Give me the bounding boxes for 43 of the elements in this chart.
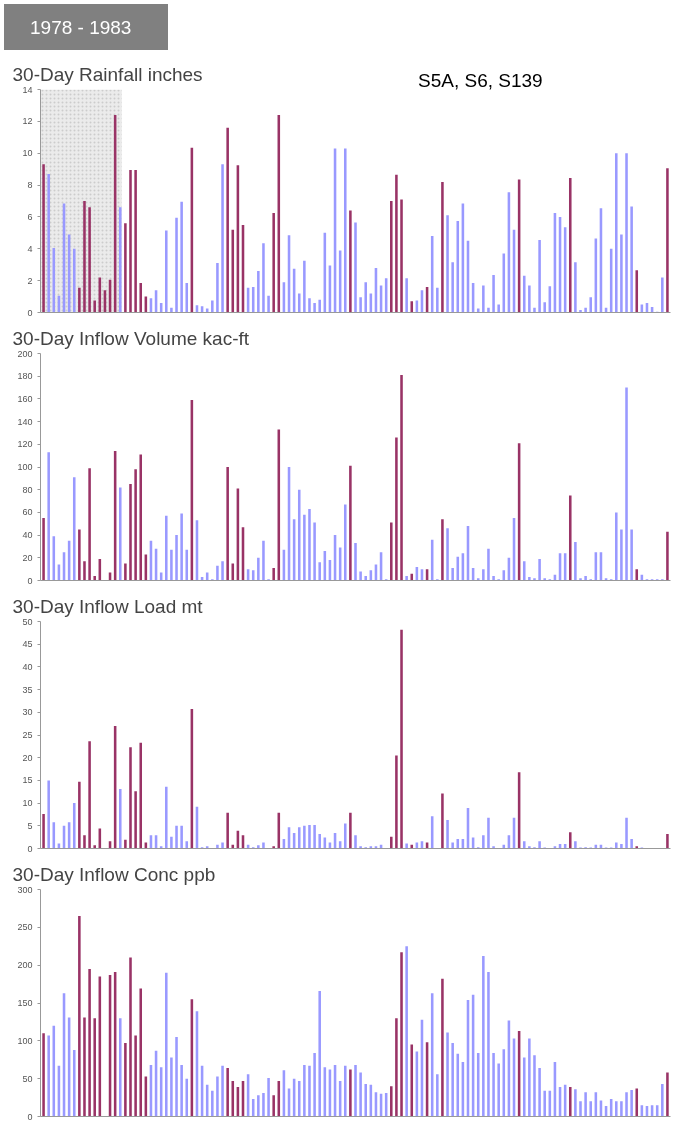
y-tick-label: 150: [17, 998, 33, 1008]
y-tick-label: 140: [17, 416, 33, 427]
y-tick-label: 180: [17, 371, 33, 382]
y-tick-label: 160: [17, 393, 33, 404]
y-tick-label: 50: [22, 1073, 33, 1084]
y-tick-label: 100: [17, 1035, 33, 1046]
y-tick-label: 35: [22, 684, 33, 695]
y-tick-label: 0: [27, 575, 33, 586]
y-tick-label: 120: [17, 439, 33, 450]
y-tick-label: 200: [17, 348, 33, 359]
chart-title: 30-Day Inflow Volume kac-ft: [12, 327, 250, 349]
chart-title: 30-Day Rainfall inches: [12, 63, 203, 85]
y-tick-label: 40: [22, 661, 33, 672]
y-tick-label: 250: [17, 922, 33, 933]
y-tick-label: 0: [27, 1111, 33, 1122]
y-tick-label: 0: [27, 843, 33, 854]
y-tick-label: 40: [22, 530, 33, 541]
y-tick-label: 100: [17, 462, 33, 472]
annotation: S5A, S6, S139: [418, 69, 543, 93]
chart-title: 30-Day Inflow Conc ppb: [12, 863, 216, 885]
y-tick-label: 300: [17, 884, 33, 895]
y-tick-label: 14: [22, 84, 33, 95]
y-tick-label: 60: [22, 507, 33, 518]
y-tick-label: 12: [22, 116, 33, 127]
y-tick-label: 15: [22, 775, 33, 786]
y-tick-label: 2: [27, 275, 33, 286]
chart-title: 30-Day Inflow Load mt: [12, 595, 204, 617]
y-tick-label: 45: [22, 639, 33, 650]
y-tick-label: 50: [22, 616, 33, 627]
text: 1978 - 1983: [30, 16, 132, 40]
y-tick-label: 6: [27, 211, 33, 222]
y-tick-label: 5: [27, 820, 33, 831]
y-tick-label: 10: [22, 148, 33, 159]
y-tick-label: 25: [22, 730, 33, 740]
y-tick-label: 80: [22, 484, 33, 495]
y-tick-label: 8: [27, 180, 33, 191]
y-tick-label: 20: [22, 552, 33, 563]
y-tick-label: 30: [22, 707, 33, 718]
y-tick-label: 10: [22, 798, 33, 809]
y-tick-label: 0: [27, 307, 33, 318]
y-tick-label: 20: [22, 752, 33, 763]
y-tick-label: 4: [27, 243, 33, 254]
y-tick-label: 200: [17, 960, 33, 971]
